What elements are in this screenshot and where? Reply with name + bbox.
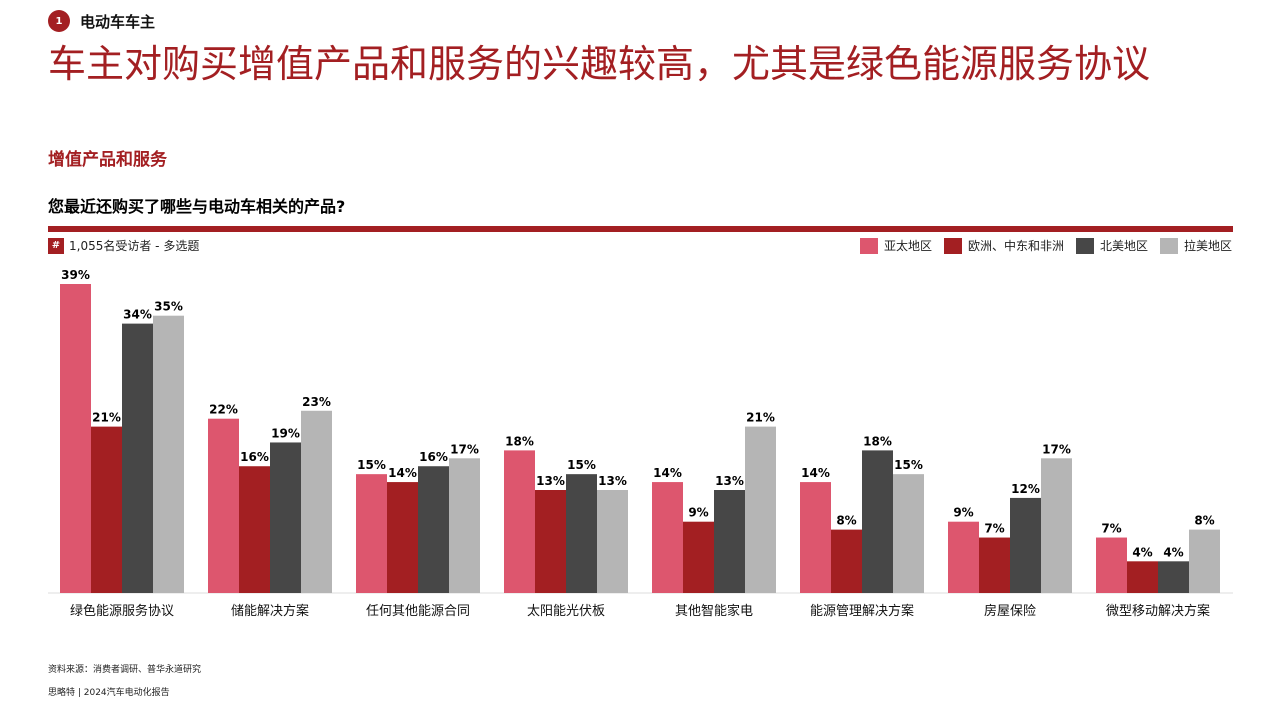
legend-label: 欧洲、中东和非洲 (967, 239, 1064, 253)
category-label: 任何其他能源合同 (366, 603, 470, 619)
section-number-badge: 1 (48, 10, 70, 32)
category-label: 储能解决方案 (231, 603, 309, 619)
legend-item: 亚太地区 (859, 237, 932, 254)
data-label: 18% (505, 434, 534, 448)
respondents-text: 1,055名受访者 - 多选题 (69, 239, 200, 253)
legend-item: 北美地区 (1075, 237, 1148, 254)
data-label: 4% (1163, 545, 1183, 559)
data-label: 13% (715, 474, 744, 488)
bar (208, 418, 239, 593)
data-label: 19% (271, 426, 300, 440)
bar (1127, 561, 1158, 593)
legend-swatch (943, 237, 962, 254)
chart-question: 您最近还购买了哪些与电动车相关的产品? (48, 197, 346, 216)
bar (270, 442, 301, 593)
data-label: 22% (209, 403, 238, 417)
bar (239, 466, 270, 593)
data-label: 9% (953, 506, 973, 520)
data-label: 15% (567, 458, 596, 472)
data-label: 17% (450, 442, 479, 456)
data-label: 14% (801, 466, 830, 480)
legend-swatch (1075, 237, 1094, 254)
bar (535, 490, 566, 593)
data-label: 7% (1101, 522, 1121, 536)
data-label: 8% (836, 514, 856, 528)
legend-swatch (1159, 237, 1178, 254)
bar (418, 466, 449, 593)
data-label: 12% (1011, 482, 1040, 496)
data-label: 16% (419, 450, 448, 464)
data-label: 23% (302, 395, 331, 409)
bar (893, 474, 924, 593)
bar (356, 474, 387, 593)
bar (566, 474, 597, 593)
data-label: 21% (746, 411, 775, 425)
bar (122, 323, 153, 593)
data-label: 15% (357, 458, 386, 472)
page-subtitle: 增值产品和服务 (48, 150, 167, 170)
bar (652, 482, 683, 593)
bar (745, 426, 776, 593)
bar (597, 490, 628, 593)
bar (800, 482, 831, 593)
source-note: 资料来源：消费者调研、普华永道研究 (48, 665, 202, 675)
data-label: 15% (894, 458, 923, 472)
page-title: 车主对购买增值产品和服务的兴趣较高，尤其是绿色能源服务协议 (48, 42, 1151, 86)
category-label: 太阳能光伏板 (527, 604, 605, 619)
bar (683, 521, 714, 593)
section-tag: 1 电动车车主 (48, 10, 155, 32)
category-label: 其他智能家电 (675, 603, 753, 619)
bar (862, 450, 893, 593)
hash-icon: # (48, 237, 64, 254)
bar (1010, 497, 1041, 593)
legend-label: 亚太地区 (883, 239, 932, 253)
data-label: 4% (1132, 545, 1152, 559)
bar (153, 315, 184, 593)
bar (1158, 561, 1189, 593)
respondents-note: # 1,055名受访者 - 多选题 (48, 237, 199, 254)
data-label: 8% (1194, 514, 1214, 528)
category-label: 房屋保险 (984, 603, 1036, 619)
data-label: 39% (61, 268, 90, 282)
bar (449, 458, 480, 593)
bar (979, 537, 1010, 593)
data-label: 14% (653, 466, 682, 480)
category-label: 绿色能源服务协议 (70, 603, 174, 619)
bar (387, 482, 418, 593)
bar (60, 284, 91, 593)
bar (948, 521, 979, 593)
data-label: 17% (1042, 442, 1071, 456)
data-label: 34% (123, 308, 152, 322)
data-label: 21% (92, 411, 121, 425)
bar (831, 529, 862, 593)
legend-label: 北美地区 (1099, 239, 1148, 253)
bar (1096, 537, 1127, 593)
data-label: 18% (863, 434, 892, 448)
chart-legend: 亚太地区 欧洲、中东和非洲 北美地区 拉美地区 (859, 237, 1232, 254)
legend-item: 欧洲、中东和非洲 (943, 237, 1064, 254)
footer-text: 思略特 | 2024汽车电动化报告 (48, 688, 170, 698)
legend-swatch (859, 237, 878, 254)
data-label: 13% (598, 474, 627, 488)
legend-label: 拉美地区 (1183, 239, 1232, 253)
data-label: 9% (688, 506, 708, 520)
bar (504, 450, 535, 593)
section-label: 电动车车主 (80, 12, 156, 31)
bar-chart: 39%21%34%35%绿色能源服务协议22%16%19%23%储能解决方案15… (48, 268, 1233, 619)
bar (714, 490, 745, 593)
category-label: 微型移动解决方案 (1106, 603, 1210, 619)
bar (1041, 458, 1072, 593)
bar (301, 410, 332, 593)
divider-rule (48, 226, 1233, 232)
bar (91, 426, 122, 593)
legend-item: 拉美地区 (1159, 237, 1232, 254)
category-label: 能源管理解决方案 (810, 603, 914, 619)
data-label: 13% (536, 474, 565, 488)
data-label: 16% (240, 450, 269, 464)
data-label: 14% (388, 466, 417, 480)
bar (1189, 529, 1220, 593)
data-label: 7% (984, 522, 1004, 536)
data-label: 35% (154, 300, 183, 314)
